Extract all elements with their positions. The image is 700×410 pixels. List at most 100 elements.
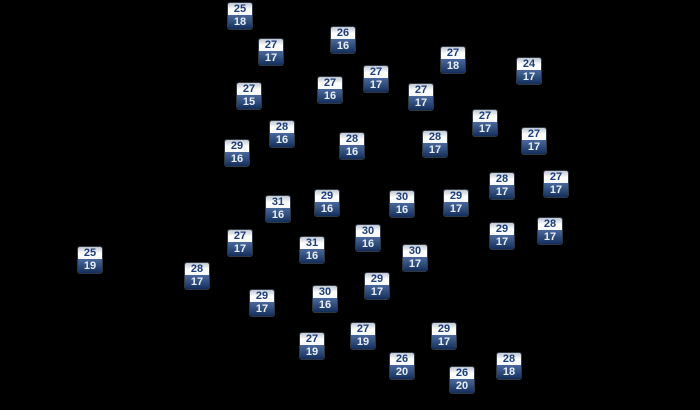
high-temp-value: 26 — [331, 27, 355, 39]
temp-marker[interactable]: 28 18 — [497, 353, 521, 379]
low-temp-value: 17 — [522, 140, 546, 154]
low-temp-value: 17 — [544, 183, 568, 197]
low-temp-value: 16 — [315, 202, 339, 216]
high-temp-value: 27 — [409, 84, 433, 96]
temp-marker[interactable]: 28 16 — [270, 121, 294, 147]
temp-marker[interactable]: 29 17 — [444, 190, 468, 216]
high-temp-value: 29 — [432, 323, 456, 335]
high-temp-value: 27 — [441, 47, 465, 59]
high-temp-value: 31 — [266, 196, 290, 208]
high-temp-value: 27 — [259, 39, 283, 51]
high-temp-value: 27 — [237, 83, 261, 95]
temp-marker[interactable]: 28 17 — [423, 131, 447, 157]
high-temp-value: 28 — [340, 133, 364, 145]
temp-marker[interactable]: 27 19 — [351, 323, 375, 349]
temp-marker[interactable]: 26 20 — [390, 353, 414, 379]
temp-marker[interactable]: 28 17 — [490, 173, 514, 199]
high-temp-value: 31 — [300, 237, 324, 249]
high-temp-value: 29 — [315, 190, 339, 202]
high-temp-value: 25 — [228, 3, 252, 15]
low-temp-value: 17 — [517, 70, 541, 84]
low-temp-value: 15 — [237, 95, 261, 109]
temp-marker[interactable]: 29 17 — [250, 290, 274, 316]
temp-marker[interactable]: 27 17 — [409, 84, 433, 110]
temp-marker[interactable]: 28 17 — [185, 263, 209, 289]
low-temp-value: 17 — [538, 230, 562, 244]
temp-marker[interactable]: 26 16 — [331, 27, 355, 53]
low-temp-value: 18 — [228, 15, 252, 29]
temp-marker[interactable]: 29 16 — [225, 140, 249, 166]
low-temp-value: 17 — [250, 302, 274, 316]
low-temp-value: 18 — [497, 365, 521, 379]
low-temp-value: 17 — [473, 122, 497, 136]
high-temp-value: 29 — [365, 273, 389, 285]
low-temp-value: 17 — [228, 242, 252, 256]
low-temp-value: 16 — [340, 145, 364, 159]
high-temp-value: 30 — [403, 245, 427, 257]
low-temp-value: 19 — [300, 345, 324, 359]
temp-marker[interactable]: 31 16 — [266, 196, 290, 222]
low-temp-value: 17 — [409, 96, 433, 110]
low-temp-value: 16 — [300, 249, 324, 263]
high-temp-value: 29 — [444, 190, 468, 202]
low-temp-value: 17 — [490, 235, 514, 249]
high-temp-value: 28 — [490, 173, 514, 185]
temp-marker[interactable]: 28 16 — [340, 133, 364, 159]
high-temp-value: 27 — [300, 333, 324, 345]
low-temp-value: 16 — [331, 39, 355, 53]
high-temp-value: 28 — [497, 353, 521, 365]
low-temp-value: 17 — [365, 285, 389, 299]
high-temp-value: 29 — [490, 223, 514, 235]
temp-marker[interactable]: 30 17 — [403, 245, 427, 271]
temp-marker[interactable]: 27 19 — [300, 333, 324, 359]
high-temp-value: 29 — [225, 140, 249, 152]
temp-marker[interactable]: 25 19 — [78, 247, 102, 273]
high-temp-value: 26 — [450, 367, 474, 379]
temp-marker[interactable]: 27 17 — [522, 128, 546, 154]
high-temp-value: 28 — [423, 131, 447, 143]
high-temp-value: 27 — [228, 230, 252, 242]
temp-marker[interactable]: 27 15 — [237, 83, 261, 109]
temp-marker[interactable]: 28 17 — [538, 218, 562, 244]
low-temp-value: 19 — [351, 335, 375, 349]
high-temp-value: 28 — [185, 263, 209, 275]
temp-marker[interactable]: 27 17 — [364, 66, 388, 92]
low-temp-value: 16 — [266, 208, 290, 222]
temp-marker[interactable]: 29 16 — [315, 190, 339, 216]
temp-marker[interactable]: 31 16 — [300, 237, 324, 263]
temp-marker[interactable]: 30 16 — [390, 191, 414, 217]
temp-marker[interactable]: 27 17 — [473, 110, 497, 136]
high-temp-value: 25 — [78, 247, 102, 259]
low-temp-value: 16 — [356, 237, 380, 251]
low-temp-value: 16 — [225, 152, 249, 166]
temp-marker[interactable]: 29 17 — [432, 323, 456, 349]
temp-marker[interactable]: 27 17 — [259, 39, 283, 65]
low-temp-value: 17 — [490, 185, 514, 199]
temp-marker[interactable]: 27 18 — [441, 47, 465, 73]
high-temp-value: 29 — [250, 290, 274, 302]
low-temp-value: 17 — [259, 51, 283, 65]
low-temp-value: 17 — [444, 202, 468, 216]
high-temp-value: 28 — [538, 218, 562, 230]
temp-marker[interactable]: 27 17 — [228, 230, 252, 256]
temp-marker[interactable]: 30 16 — [356, 225, 380, 251]
high-temp-value: 27 — [544, 171, 568, 183]
temp-marker[interactable]: 30 16 — [313, 286, 337, 312]
temp-marker[interactable]: 25 18 — [228, 3, 252, 29]
temp-marker[interactable]: 29 17 — [365, 273, 389, 299]
temp-marker[interactable]: 26 20 — [450, 367, 474, 393]
temp-marker[interactable]: 24 17 — [517, 58, 541, 84]
low-temp-value: 17 — [185, 275, 209, 289]
low-temp-value: 17 — [423, 143, 447, 157]
temp-marker[interactable]: 27 17 — [544, 171, 568, 197]
high-temp-value: 27 — [351, 323, 375, 335]
temp-marker[interactable]: 29 17 — [490, 223, 514, 249]
low-temp-value: 17 — [403, 257, 427, 271]
low-temp-value: 16 — [390, 203, 414, 217]
temp-marker[interactable]: 27 16 — [318, 77, 342, 103]
low-temp-value: 20 — [390, 365, 414, 379]
high-temp-value: 30 — [356, 225, 380, 237]
